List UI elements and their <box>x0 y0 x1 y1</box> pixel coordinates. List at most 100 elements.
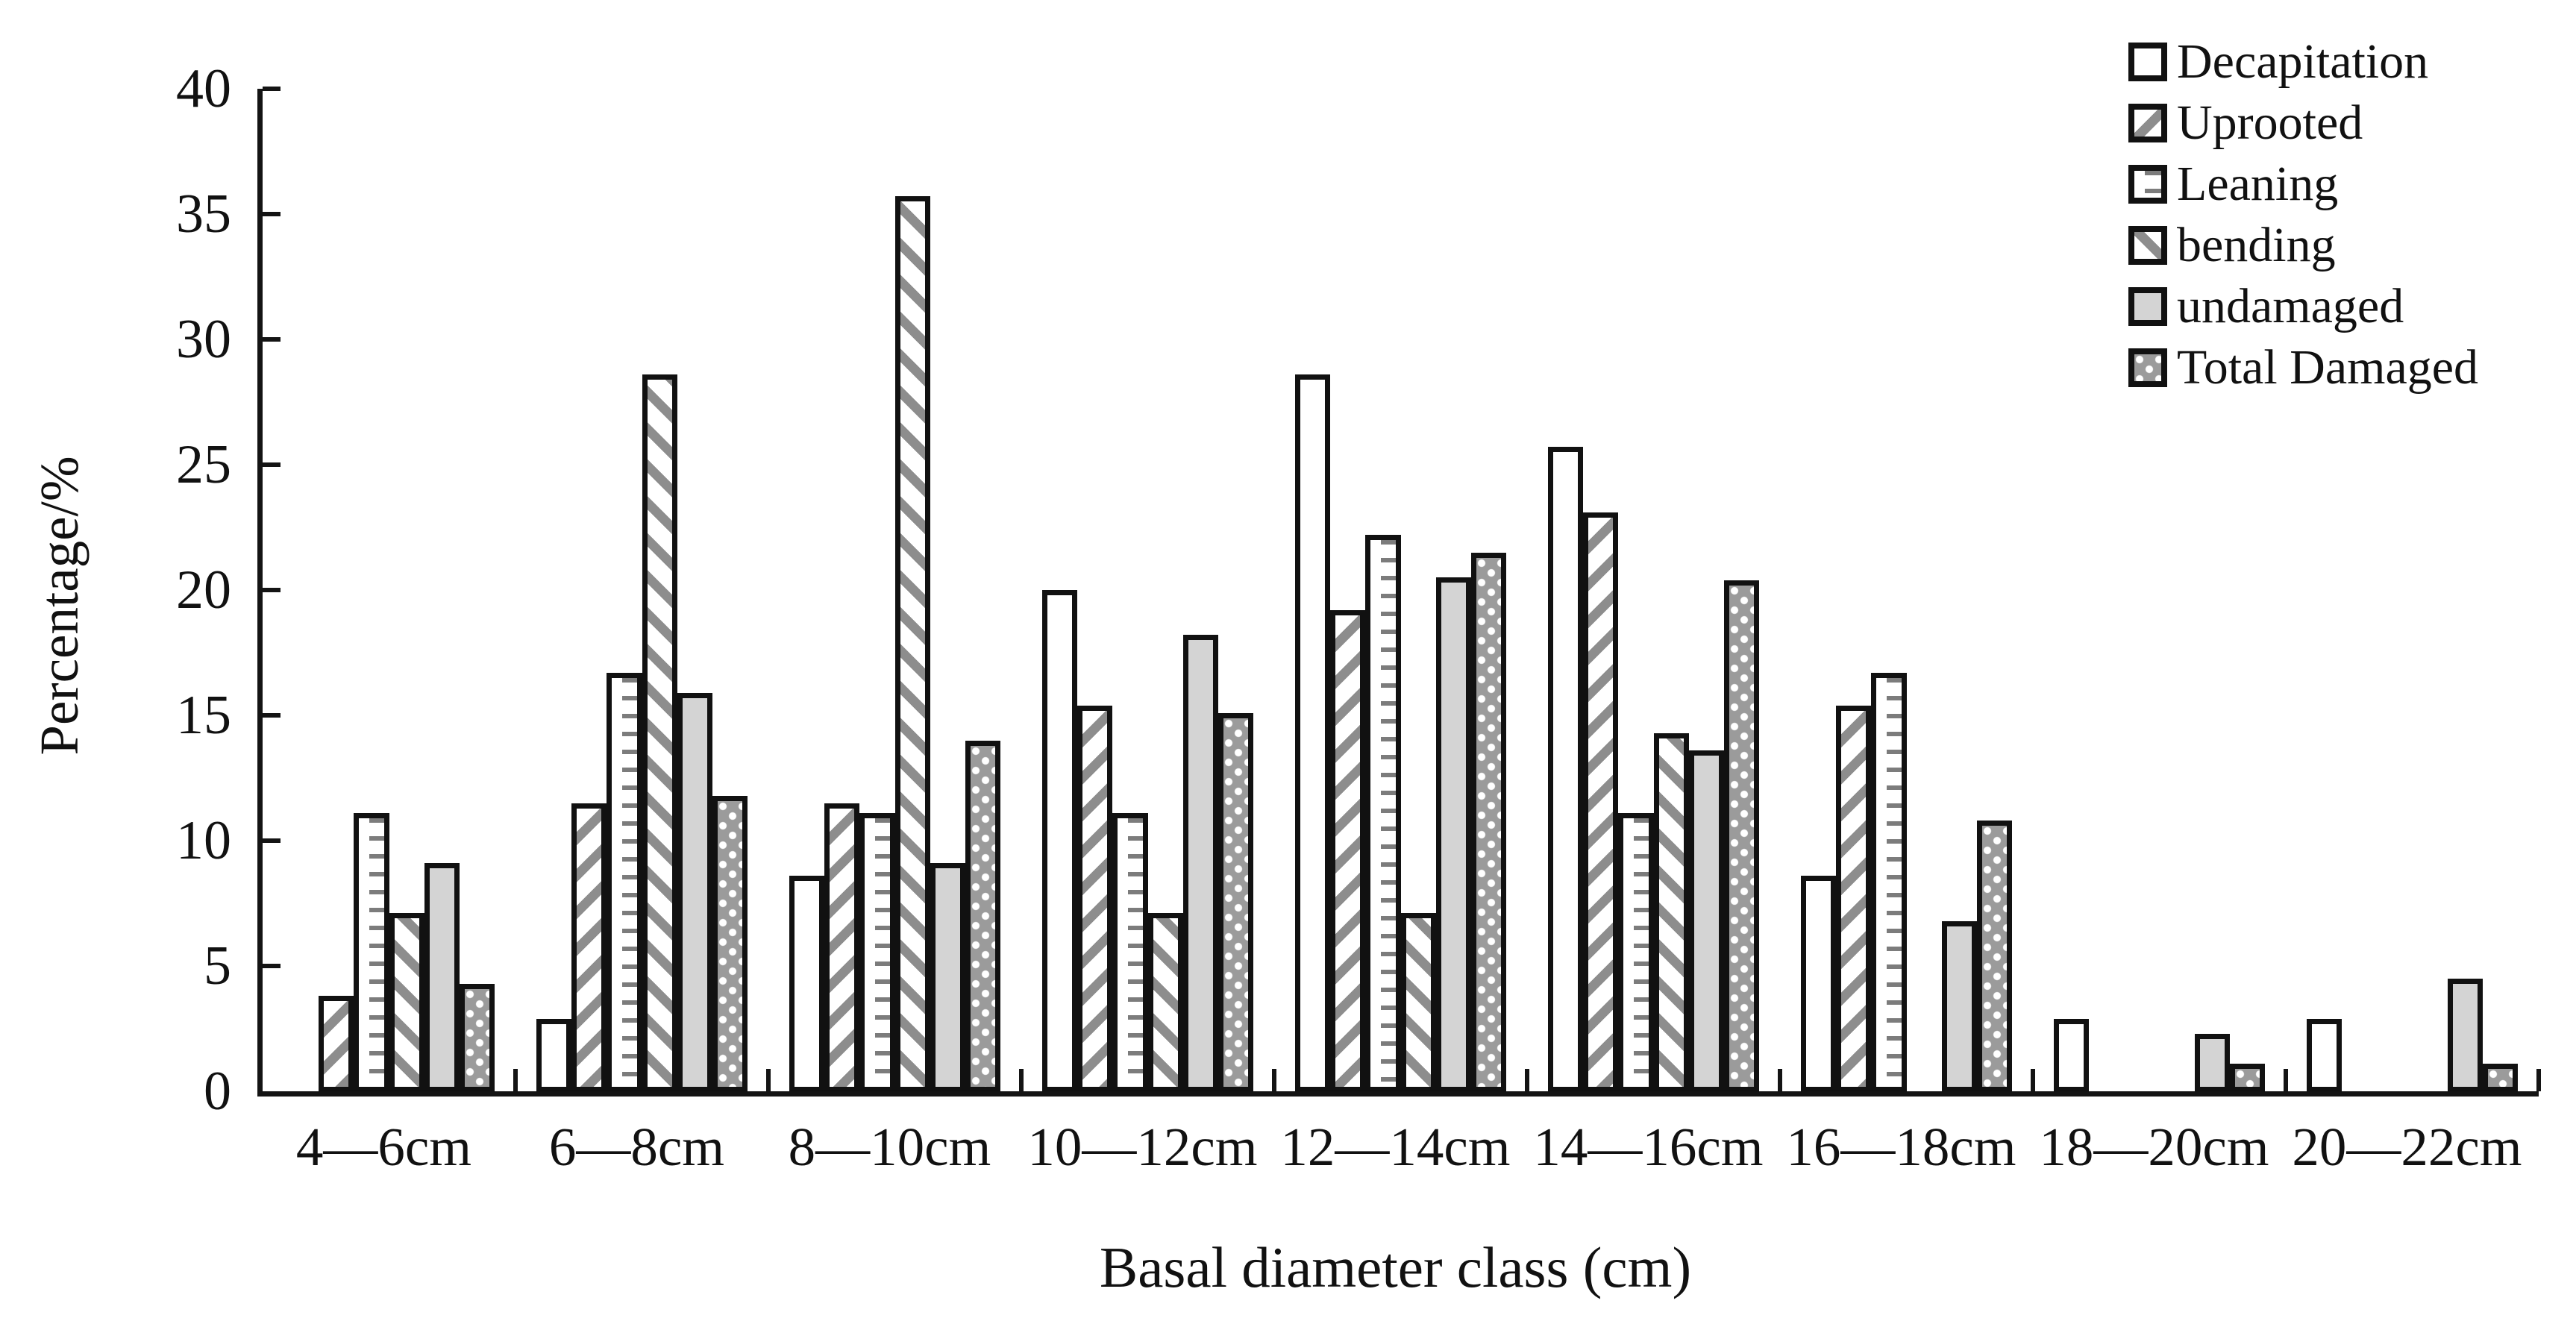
bar-slot <box>389 913 424 1091</box>
bar-slot <box>1330 609 1366 1091</box>
bar <box>1583 512 1619 1091</box>
legend-label: Decapitation <box>2177 34 2429 89</box>
bar-slot <box>1618 813 1654 1091</box>
x-axis-title: Basal diameter class (cm) <box>1099 1235 1692 1299</box>
legend-swatch-icon <box>2128 43 2167 81</box>
bar <box>1547 447 1584 1091</box>
bar <box>1435 577 1471 1091</box>
x-tick-label: 20—22cm <box>2292 1117 2522 1177</box>
bar-slot <box>1800 876 1837 1091</box>
y-axis-tick <box>263 337 281 342</box>
bar <box>1400 913 1436 1091</box>
bar-slot <box>1041 590 1078 1091</box>
bar <box>1618 813 1654 1091</box>
bar-slot <box>1871 672 1907 1091</box>
legend: Decapitation Uprooted Leaning bending undama… <box>2128 31 2478 398</box>
bar-slot <box>424 863 460 1091</box>
bar <box>965 740 1001 1091</box>
legend-item: Uprooted <box>2128 92 2478 154</box>
y-tick-label: 15 <box>176 685 231 746</box>
bar-slot <box>1836 705 1872 1091</box>
legend-item: bending <box>2128 215 2478 276</box>
bar <box>930 863 965 1091</box>
x-axis-tick <box>2536 1069 2541 1091</box>
legend-label: Total Damaged <box>2177 340 2479 395</box>
bar-slot <box>1112 813 1148 1091</box>
legend-item: Decapitation <box>2128 31 2478 92</box>
legend-item: undamaged <box>2128 276 2478 337</box>
bar <box>389 913 424 1091</box>
bar-slot <box>1182 635 1218 1091</box>
bar-slot <box>1077 705 1113 1091</box>
y-axis-tick <box>263 838 281 843</box>
bar-slot <box>1435 577 1471 1091</box>
bar-slot <box>2306 1018 2342 1091</box>
x-axis-tick <box>1272 1069 1276 1091</box>
category-group <box>1527 89 1780 1091</box>
category-group <box>263 89 515 1091</box>
category-group <box>2286 89 2539 1091</box>
x-tick-label: 14—16cm <box>1533 1117 1764 1177</box>
bar <box>2306 1018 2342 1091</box>
bar <box>1941 920 1977 1091</box>
bar-slot <box>642 374 677 1091</box>
legend-item: Leaning <box>2128 154 2478 215</box>
y-axis-tick <box>263 713 281 718</box>
legend-swatch-icon <box>2128 226 2167 265</box>
x-tick-label: 8—10cm <box>788 1117 991 1177</box>
bar-slot <box>1400 913 1436 1091</box>
legend-swatch-icon <box>2128 104 2167 142</box>
y-axis-tick <box>263 87 281 91</box>
bar-slot <box>789 876 825 1091</box>
bar <box>1365 535 1401 1091</box>
bar <box>607 672 642 1091</box>
y-axis-tick <box>263 588 281 592</box>
legend-swatch-icon <box>2128 348 2167 387</box>
bar <box>2482 1064 2519 1091</box>
bar-slot <box>1976 821 2013 1091</box>
x-tick-label: 18—20cm <box>2039 1117 2269 1177</box>
bar-slot <box>965 740 1001 1091</box>
bar-slot <box>1653 732 1689 1091</box>
bar-slot <box>2482 1064 2519 1091</box>
bar-slot <box>677 692 712 1091</box>
bar <box>1147 913 1183 1091</box>
bar-slot <box>571 803 607 1091</box>
y-axis-tick <box>263 964 281 968</box>
x-tick-label: 10—12cm <box>1027 1117 1258 1177</box>
category-group <box>1780 89 2033 1091</box>
bar <box>1976 821 2013 1091</box>
bar <box>1041 590 1078 1091</box>
bar <box>2229 1064 2266 1091</box>
bar-slot <box>1941 920 1977 1091</box>
bar <box>1470 552 1507 1091</box>
bar-slot <box>1218 712 1254 1091</box>
category-group <box>515 89 768 1091</box>
bar-slot <box>1583 512 1619 1091</box>
x-axis-tick <box>513 1069 518 1091</box>
bar-slot <box>1688 750 1724 1091</box>
bar-slot <box>1547 447 1584 1091</box>
x-axis-tick <box>1525 1069 1529 1091</box>
bar <box>571 803 607 1091</box>
legend-label: bending <box>2177 218 2336 272</box>
bar <box>2447 978 2483 1091</box>
bar <box>1836 705 1872 1091</box>
x-tick-label: 4—6cm <box>295 1117 472 1177</box>
x-axis-tick <box>1778 1069 1782 1091</box>
bar <box>859 813 895 1091</box>
bar <box>536 1018 572 1091</box>
legend-label: Leaning <box>2177 157 2339 211</box>
x-axis-tick <box>2284 1069 2288 1091</box>
y-tick-label: 25 <box>176 434 231 495</box>
bar <box>459 983 495 1091</box>
bar <box>789 876 825 1091</box>
bar-slot <box>2194 1033 2230 1091</box>
y-tick-label: 40 <box>176 58 231 119</box>
y-tick-label: 20 <box>176 559 231 621</box>
y-tick-label: 10 <box>176 810 231 871</box>
x-tick-label: 16—18cm <box>1786 1117 2016 1177</box>
bar <box>2194 1033 2230 1091</box>
bar-slot <box>1294 374 1331 1091</box>
